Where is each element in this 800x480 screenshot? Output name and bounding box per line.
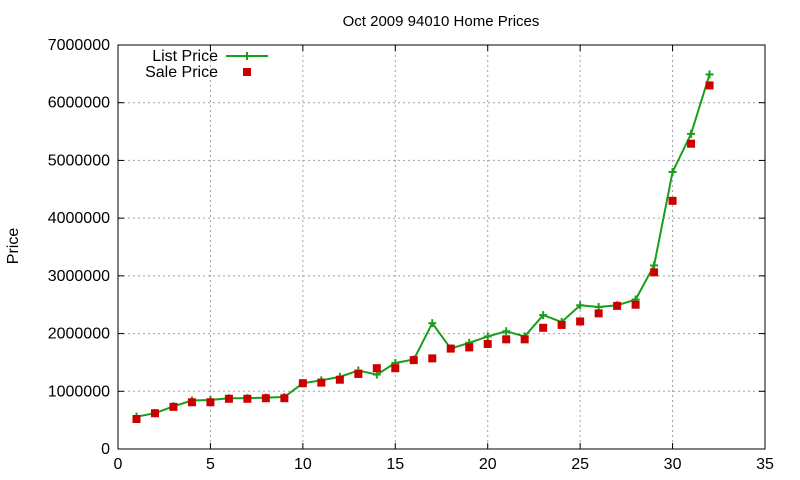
y-tick-label: 2000000 — [48, 326, 110, 343]
sale-price-point — [132, 414, 141, 423]
list-price-point — [428, 319, 437, 328]
legend-label-list-price: List Price — [152, 48, 218, 65]
list-price-point — [539, 311, 548, 320]
sale-price-point — [243, 394, 252, 403]
sale-price-point — [446, 344, 455, 353]
sale-price-point — [169, 402, 178, 411]
y-tick-label: 5000000 — [48, 152, 110, 169]
sale-price-point — [594, 309, 603, 318]
sale-price-point — [206, 398, 215, 407]
y-tick-label: 0 — [101, 441, 110, 458]
sale-price-point — [280, 394, 289, 403]
sale-price-point — [354, 369, 363, 378]
x-tick-label: 35 — [756, 456, 774, 473]
legend-swatch-sale-price — [243, 68, 251, 76]
list-price-point — [705, 70, 714, 79]
x-tick-label: 0 — [114, 456, 123, 473]
sale-price-point — [557, 320, 566, 329]
sale-price-point — [409, 356, 418, 365]
y-tick-label: 6000000 — [48, 95, 110, 112]
sale-price-point — [224, 394, 233, 403]
x-tick-label: 20 — [479, 456, 497, 473]
series-layer — [132, 70, 714, 423]
legend-swatch-list-price — [226, 52, 268, 60]
sale-price-point — [631, 300, 640, 309]
x-tick-label: 30 — [664, 456, 682, 473]
y-tick-label: 3000000 — [48, 268, 110, 285]
x-tick-label: 15 — [386, 456, 404, 473]
sale-price-point — [372, 364, 381, 373]
legend-label-sale-price: Sale Price — [145, 64, 218, 81]
sale-price-point — [391, 364, 400, 373]
list-price-point — [668, 167, 677, 176]
chart-title: Oct 2009 94010 Home Prices — [343, 13, 540, 30]
sale-price-point — [187, 398, 196, 407]
list-price-point — [576, 301, 585, 310]
tick-layer: 0 5 10 15 20 25 30 35 0 1000000 2000000 3000000 4000… — [48, 37, 774, 473]
sale-price-point — [650, 268, 659, 277]
sale-price-point — [520, 335, 529, 344]
list-price-point — [650, 261, 659, 270]
list-price-point — [502, 327, 511, 336]
y-tick-label: 4000000 — [48, 210, 110, 227]
sale-price-point — [335, 375, 344, 384]
plot-frame — [117, 44, 766, 450]
list-price-point — [483, 332, 492, 341]
sale-price-point — [298, 379, 307, 388]
sale-price-point — [576, 317, 585, 326]
sale-price-point — [261, 394, 270, 403]
sale-price-point — [502, 335, 511, 344]
y-tick-label: 7000000 — [48, 37, 110, 54]
sale-price-point — [428, 354, 437, 363]
sale-price-point — [465, 343, 474, 352]
grid-layer — [118, 45, 765, 449]
x-tick-label: 10 — [294, 456, 312, 473]
sale-price-point — [150, 409, 159, 418]
sale-price-point — [539, 323, 548, 332]
list-price-line — [136, 74, 711, 418]
x-tick-label: 25 — [571, 456, 589, 473]
y-tick-label: 1000000 — [48, 383, 110, 400]
sale-price-point — [317, 378, 326, 387]
sale-price-point — [687, 139, 696, 148]
list-price-point — [687, 129, 696, 138]
x-tick-label: 5 — [206, 456, 215, 473]
sale-price-point — [668, 196, 677, 205]
sale-price-point — [483, 339, 492, 348]
sale-price-point — [705, 81, 714, 90]
sale-price-point — [613, 301, 622, 310]
y-axis-label: Price — [5, 228, 22, 265]
